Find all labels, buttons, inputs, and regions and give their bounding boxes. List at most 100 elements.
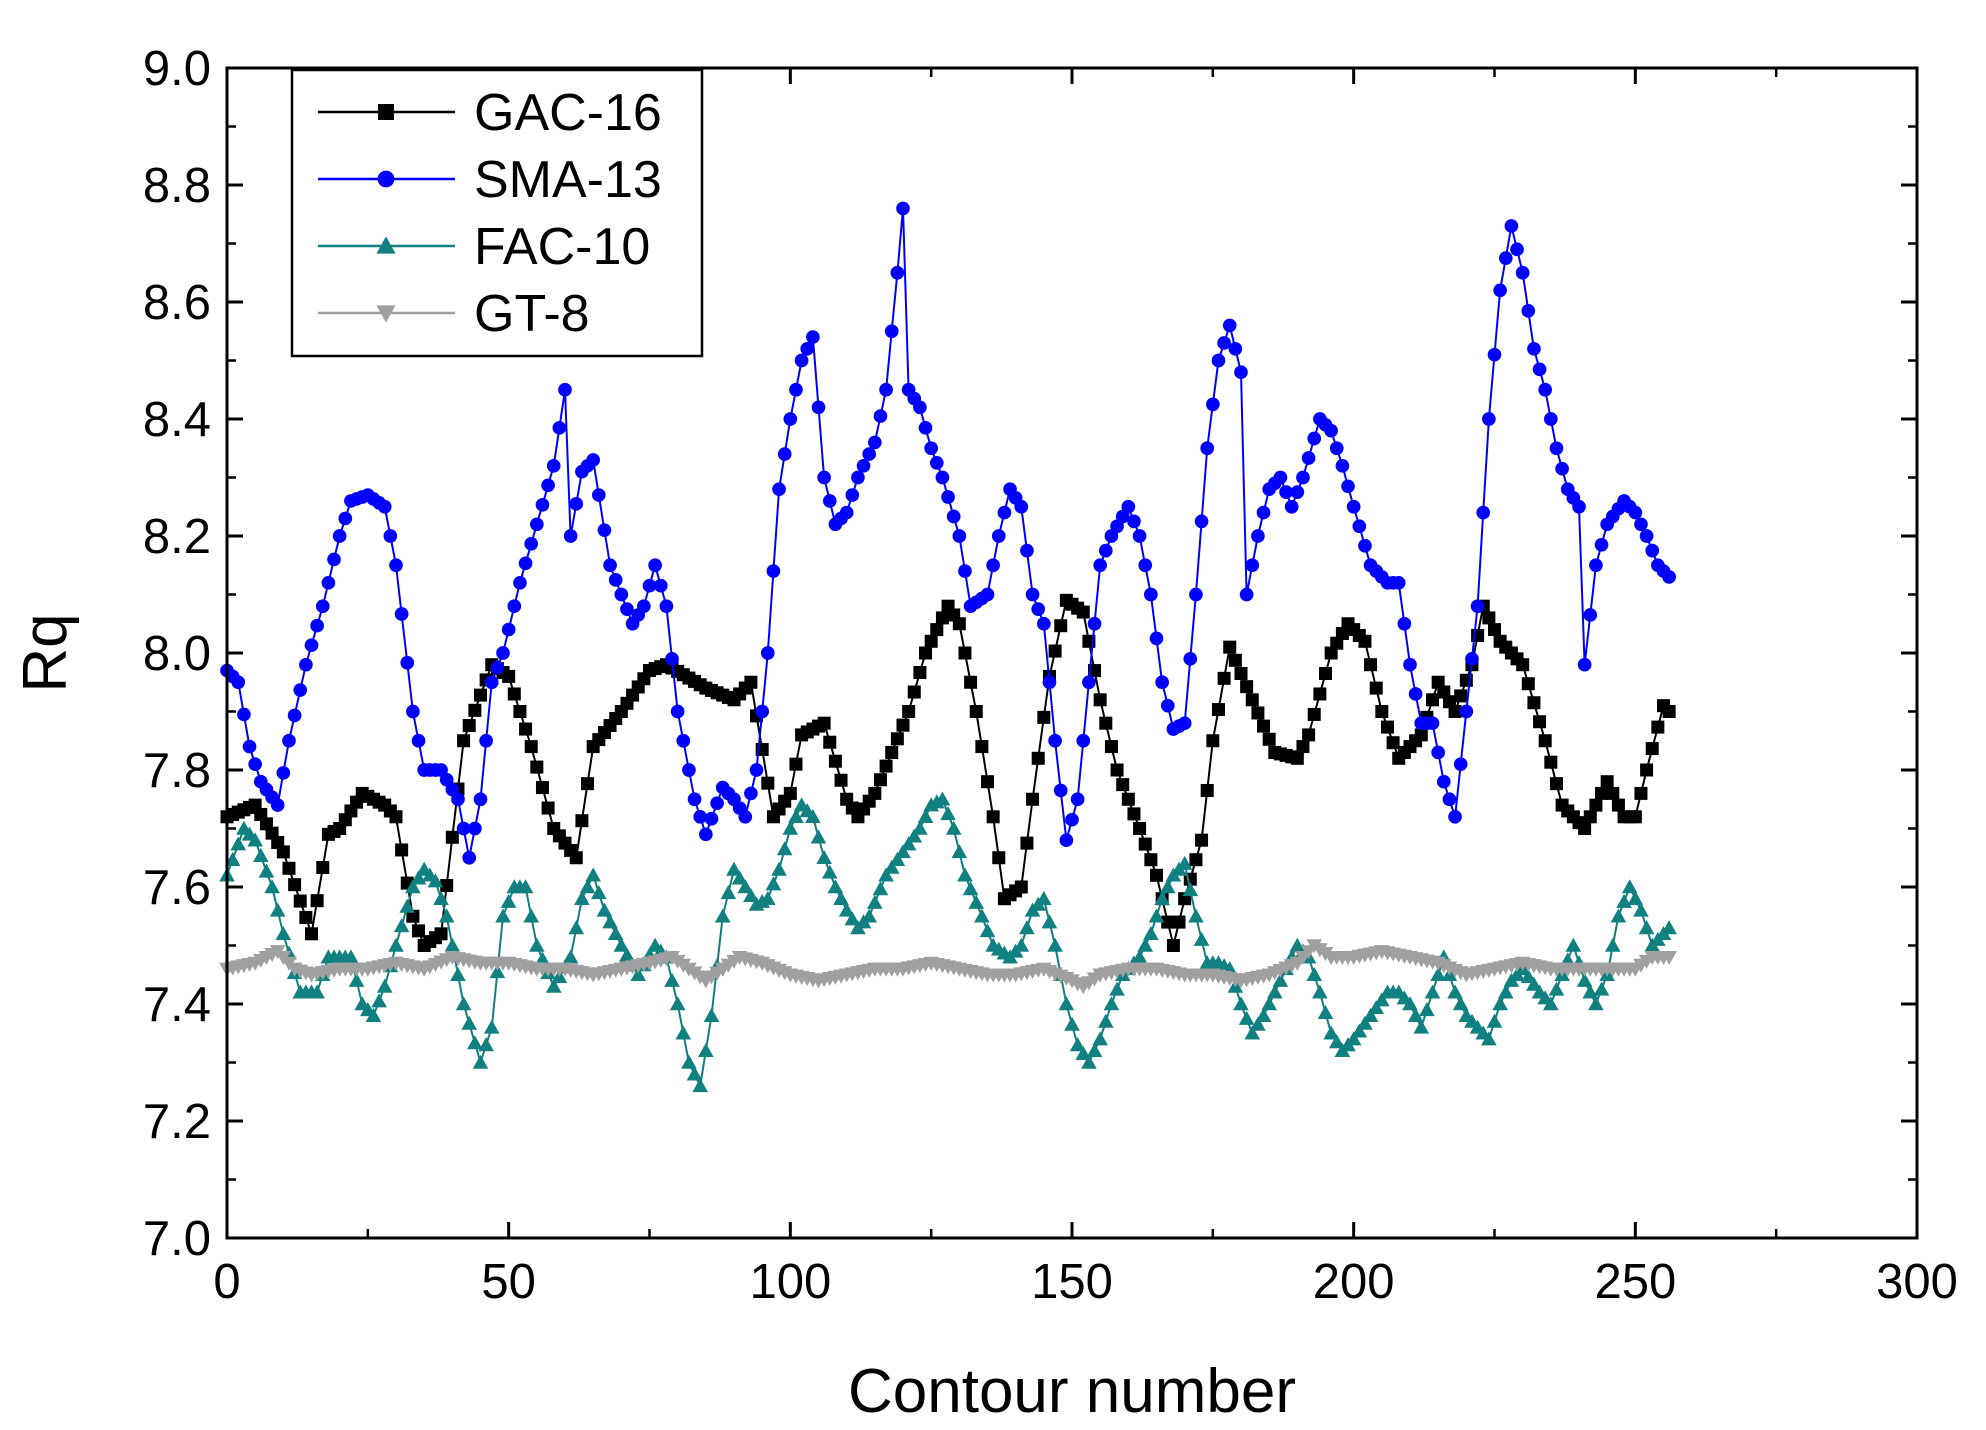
data-point-sma-13 xyxy=(772,482,786,497)
data-point-gac-16 xyxy=(1426,693,1440,707)
data-point-fac-10 xyxy=(726,861,742,876)
data-point-sma-13 xyxy=(991,529,1006,543)
data-point-fac-10 xyxy=(467,1035,483,1050)
data-point-fac-10 xyxy=(1497,984,1514,999)
data-point-gac-16 xyxy=(288,878,302,892)
data-point-fac-10 xyxy=(1069,1037,1086,1052)
data-point-gac-16 xyxy=(1414,728,1428,742)
data-point-sma-13 xyxy=(1228,341,1243,356)
data-point-fac-10 xyxy=(309,984,325,999)
data-point-sma-13 xyxy=(1397,616,1412,631)
x-tick-label: 50 xyxy=(481,1255,536,1309)
data-point-sma-13 xyxy=(586,453,600,467)
data-point-sma-13 xyxy=(941,490,955,504)
data-point-fac-10 xyxy=(731,870,748,885)
data-point-fac-10 xyxy=(483,1019,500,1034)
data-point-fac-10 xyxy=(269,902,286,917)
data-point-sma-13 xyxy=(1341,479,1355,494)
data-point-gac-16 xyxy=(1651,720,1665,734)
legend-box xyxy=(290,68,704,358)
data-point-sma-13 xyxy=(777,447,792,461)
data-point-fac-10 xyxy=(1323,1025,1339,1040)
data-point-gac-16 xyxy=(761,776,775,790)
data-point-fac-10 xyxy=(1351,1023,1368,1038)
data-point-fac-10 xyxy=(1419,1002,1435,1017)
data-point-gac-16 xyxy=(524,740,538,754)
data-point-gac-16 xyxy=(1166,939,1180,952)
data-point-fac-10 xyxy=(838,902,855,917)
data-point-sma-13 xyxy=(237,707,251,722)
data-point-gac-16 xyxy=(907,685,921,699)
data-point-gac-16 xyxy=(1628,810,1642,824)
legend-entry-sma-13: SMA-13 xyxy=(318,151,662,209)
data-point-gac-16 xyxy=(1031,751,1045,765)
data-point-gac-16 xyxy=(1228,653,1242,667)
data-point-fac-10 xyxy=(1081,1054,1097,1069)
axes-layer: 0 50 100 150 200 250 300 7.0 7.2 7.4 7.6 7.8 8.0 8.2 8… xyxy=(143,42,1958,1309)
y-tick-label: 9.0 xyxy=(143,42,211,96)
data-point-sma-13 xyxy=(783,412,798,426)
data-point-fac-10 xyxy=(968,894,985,909)
data-point-gac-16 xyxy=(1026,792,1040,806)
data-point-gac-16 xyxy=(1020,836,1034,850)
series-fac-10 xyxy=(219,791,1677,1093)
data-point-fac-10 xyxy=(472,1054,489,1069)
data-point-sma-13 xyxy=(287,708,302,723)
data-point-sma-13 xyxy=(1589,558,1603,573)
data-point-fac-10 xyxy=(1452,996,1469,1011)
data-point-fac-10 xyxy=(230,836,247,851)
data-point-sma-13 xyxy=(1234,365,1248,380)
data-point-gac-16 xyxy=(1662,705,1676,718)
data-point-fac-10 xyxy=(1131,949,1148,964)
data-point-fac-10 xyxy=(1244,1025,1261,1040)
data-point-sma-13 xyxy=(1093,558,1107,573)
data-point-sma-13 xyxy=(406,704,420,719)
data-point-sma-13 xyxy=(597,523,612,537)
data-point-sma-13 xyxy=(1645,543,1660,558)
data-point-fac-10 xyxy=(883,859,900,874)
data-point-fac-10 xyxy=(816,849,832,864)
data-point-sma-13 xyxy=(1138,558,1153,573)
data-point-gac-16 xyxy=(885,745,899,759)
data-point-fac-10 xyxy=(1526,976,1542,991)
x-axis-title: Contour number xyxy=(848,1357,1296,1426)
data-point-sma-13 xyxy=(958,564,972,578)
legend-label-gac-16: GAC-16 xyxy=(474,84,662,142)
legend: GAC-16 SMA-13 FAC-10 GT-8 xyxy=(290,68,704,358)
data-point-sma-13 xyxy=(862,447,877,461)
data-point-fac-10 xyxy=(776,841,793,856)
data-point-fac-10 xyxy=(912,820,928,835)
data-point-sma-13 xyxy=(1532,362,1547,377)
data-point-gac-16 xyxy=(406,909,420,923)
data-point-fac-10 xyxy=(365,1007,382,1022)
data-point-fac-10 xyxy=(433,890,449,905)
data-point-fac-10 xyxy=(455,996,472,1011)
data-point-gac-16 xyxy=(952,617,966,631)
data-point-sma-13 xyxy=(1482,412,1496,426)
data-point-gac-16 xyxy=(276,845,290,859)
data-point-sma-13 xyxy=(845,488,860,502)
series-gt-8 xyxy=(219,939,1677,995)
data-point-gac-16 xyxy=(412,924,426,938)
y-tick-label: 7.0 xyxy=(143,1212,211,1266)
data-point-sma-13 xyxy=(935,470,950,485)
data-point-fac-10 xyxy=(348,972,365,987)
legend-entry-fac-10: FAC-10 xyxy=(318,218,650,276)
data-point-fac-10 xyxy=(906,828,923,843)
data-point-fac-10 xyxy=(562,949,579,964)
data-point-fac-10 xyxy=(224,851,241,866)
data-point-fac-10 xyxy=(602,914,618,929)
data-point-sma-13 xyxy=(1493,283,1507,298)
data-point-sma-13 xyxy=(997,505,1012,520)
data-point-fac-10 xyxy=(1627,890,1644,905)
y-tick-label: 8.2 xyxy=(143,510,211,564)
data-point-sma-13 xyxy=(1470,599,1485,614)
data-point-fac-10 xyxy=(388,937,404,952)
data-point-sma-13 xyxy=(839,505,854,520)
data-point-gac-16 xyxy=(930,623,944,637)
data-point-gac-16 xyxy=(1375,705,1389,718)
data-point-fac-10 xyxy=(974,908,990,923)
x-tick-label: 0 xyxy=(213,1255,240,1309)
data-point-gac-16 xyxy=(823,735,837,749)
data-point-fac-10 xyxy=(1103,996,1120,1011)
